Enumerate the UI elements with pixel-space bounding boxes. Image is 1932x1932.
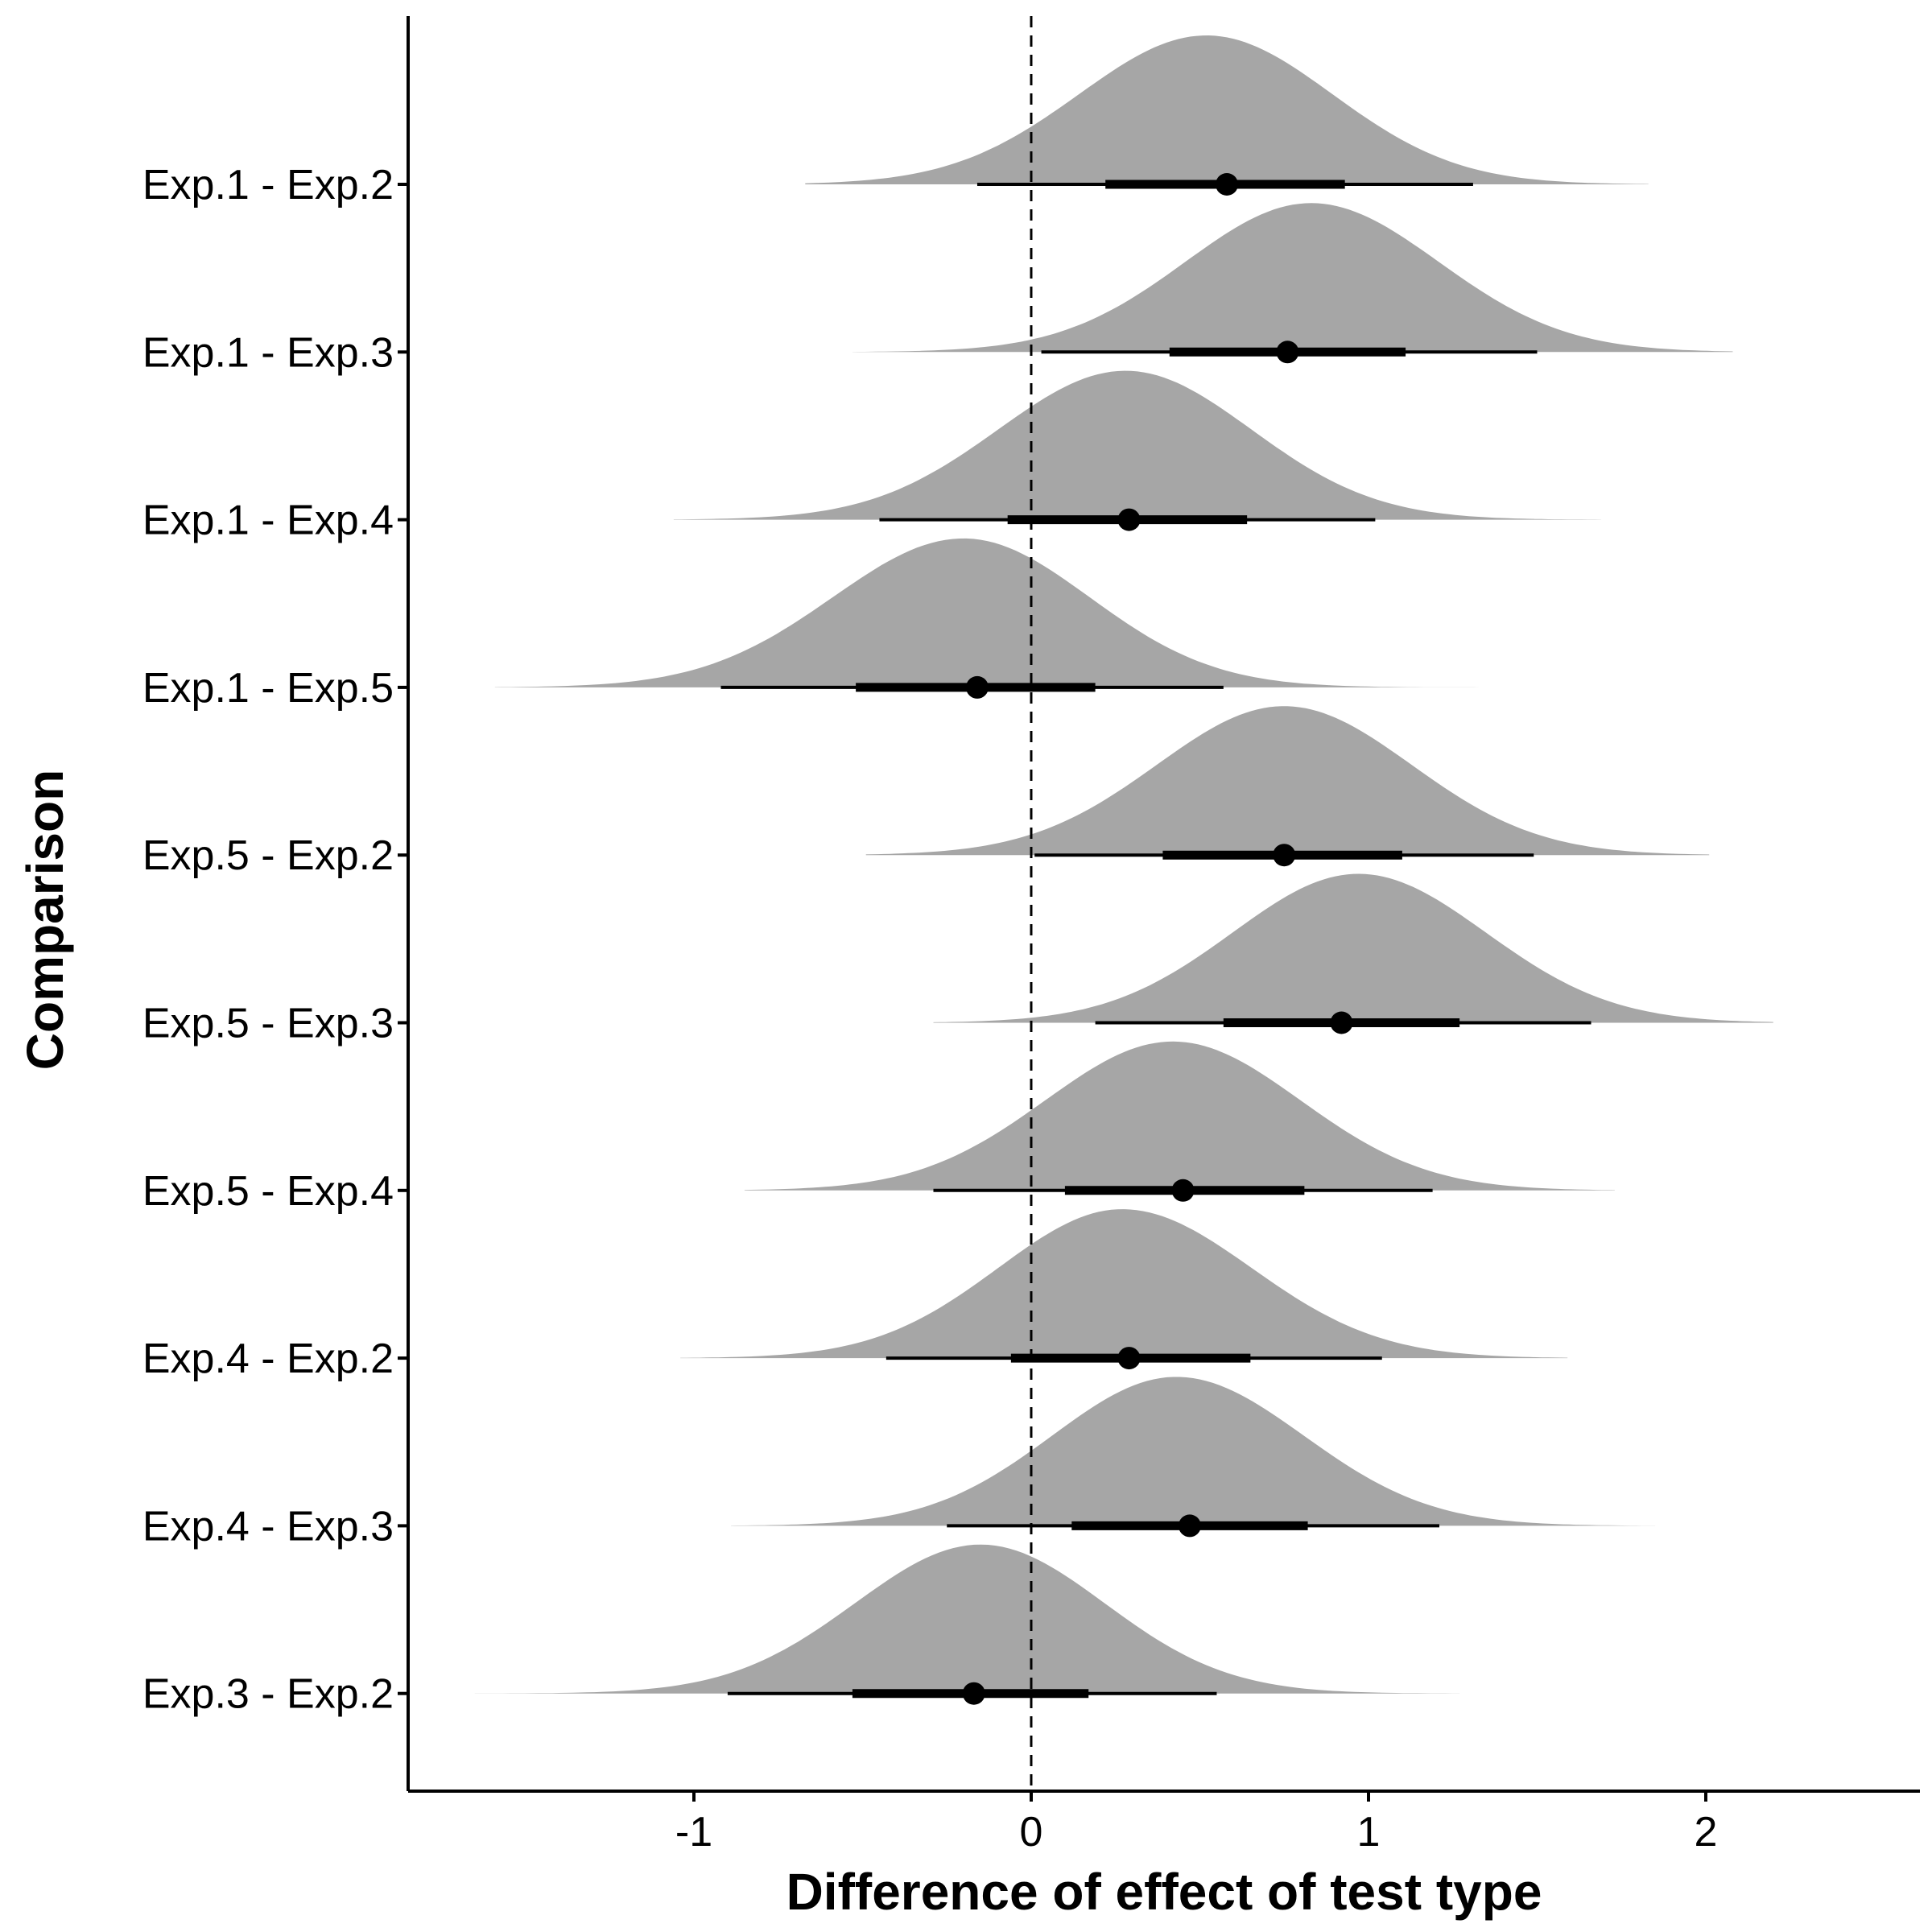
y-tick-label-10: Exp.3 - Exp.2 <box>142 1671 394 1718</box>
density-9 <box>731 1377 1656 1526</box>
y-tick-label-8: Exp.4 - Exp.2 <box>142 1335 394 1382</box>
density-6 <box>933 873 1773 1023</box>
density-7 <box>744 1041 1615 1191</box>
density-8 <box>680 1209 1568 1359</box>
interval-layer <box>720 173 1591 1705</box>
y-axis-title: Comparison <box>16 770 74 1070</box>
density-10 <box>474 1544 1460 1694</box>
density-2 <box>852 203 1733 353</box>
density-5 <box>865 706 1710 856</box>
density-4 <box>494 538 1480 687</box>
x-axis-title: Difference of effect of test type <box>786 1863 1542 1921</box>
y-tick-label-3: Exp.1 - Exp.4 <box>142 497 394 544</box>
x-tick-label-1: -1 <box>675 1809 712 1856</box>
median-point-2 <box>1276 341 1299 364</box>
median-point-3 <box>1117 508 1141 531</box>
y-tick-label-5: Exp.5 - Exp.2 <box>142 832 394 879</box>
x-tick-label-2: 0 <box>1020 1809 1043 1856</box>
density-1 <box>805 35 1649 184</box>
x-axis-ticks: -1 0 1 2 <box>675 1791 1718 1856</box>
x-tick-label-3: 1 <box>1357 1809 1381 1856</box>
median-point-10 <box>962 1682 985 1705</box>
y-tick-label-1: Exp.1 - Exp.2 <box>142 162 394 208</box>
median-point-7 <box>1171 1179 1195 1202</box>
y-axis-ticks: Exp.1 - Exp.2 Exp.1 - Exp.3 Exp.1 - Exp.4 E… <box>142 162 408 1718</box>
y-tick-label-6: Exp.5 - Exp.3 <box>142 1001 394 1047</box>
density-layer <box>474 35 1773 1694</box>
median-point-4 <box>965 675 989 699</box>
median-point-8 <box>1117 1347 1141 1370</box>
y-tick-label-4: Exp.1 - Exp.5 <box>142 665 394 712</box>
median-point-5 <box>1273 844 1296 867</box>
median-point-9 <box>1178 1514 1201 1538</box>
median-point-6 <box>1330 1011 1353 1034</box>
y-tick-label-9: Exp.4 - Exp.3 <box>142 1503 394 1550</box>
y-tick-label-7: Exp.5 - Exp.4 <box>142 1168 394 1215</box>
density-3 <box>673 370 1602 520</box>
x-tick-label-4: 2 <box>1695 1809 1718 1856</box>
median-point-1 <box>1216 173 1239 196</box>
y-tick-label-2: Exp.1 - Exp.3 <box>142 329 394 376</box>
